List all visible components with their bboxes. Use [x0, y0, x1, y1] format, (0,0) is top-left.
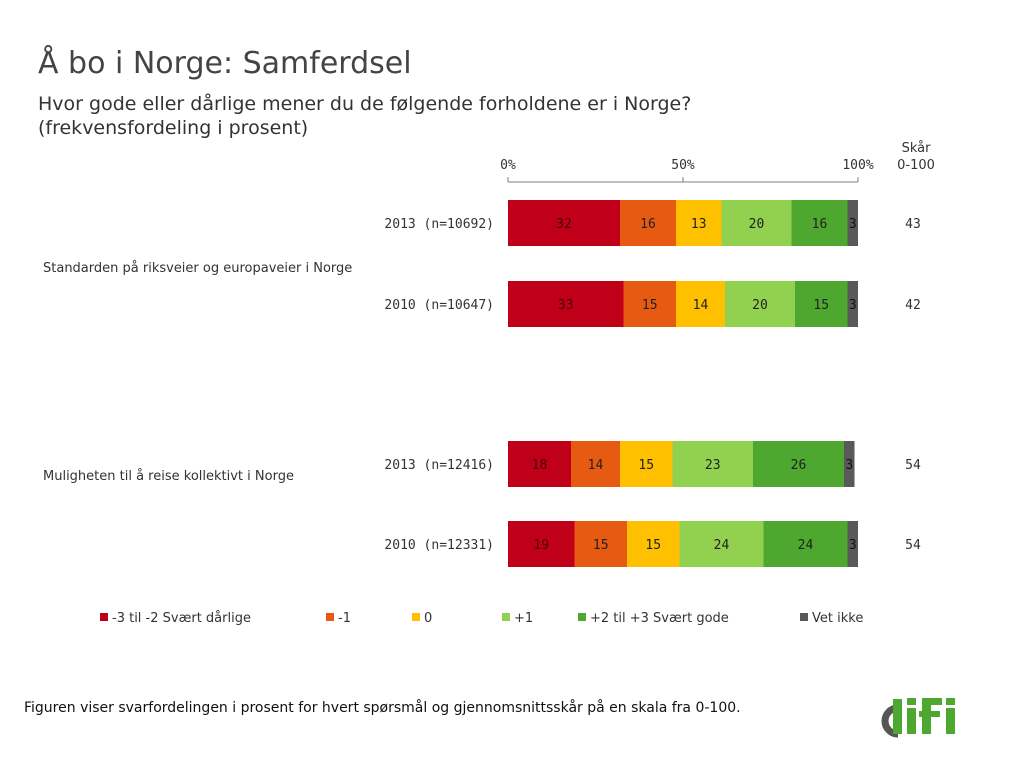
bar-value-label: 32 — [556, 217, 572, 232]
logo-f-top — [922, 698, 942, 705]
bar-value-label: 15 — [645, 538, 661, 553]
bar-value-label: 15 — [813, 298, 829, 313]
stacked-bar-chart: 0% 50% 100% 2013 (n=10692) 32 16 13 20 16 3 43 2010… — [384, 158, 921, 567]
bar-value-label: 26 — [791, 458, 807, 473]
legend-item: +1 — [502, 611, 533, 626]
bar-segment — [508, 281, 624, 327]
row-label: 2013 (n=12416) — [384, 458, 494, 473]
logo-i2-dot — [946, 698, 955, 705]
subtitle-line-1: Hvor gode eller dårlige mener du de følg… — [38, 93, 692, 115]
bar-segment — [571, 441, 620, 487]
score-value: 43 — [905, 217, 921, 232]
legend-label: +1 — [514, 611, 534, 626]
bar-segment — [620, 200, 676, 246]
legend-swatch — [326, 613, 334, 621]
bar-value-label: 23 — [705, 458, 721, 473]
legend-label: -1 — [338, 611, 351, 626]
bar-value-label: 20 — [752, 298, 768, 313]
bar-segment — [508, 200, 620, 246]
bar-value-label: 14 — [693, 298, 709, 313]
bar-segment — [672, 441, 753, 487]
bar-value-label: 3 — [849, 538, 857, 553]
bar-value-label: 13 — [691, 217, 707, 232]
score-value: 54 — [905, 538, 921, 553]
logo-i1-dot — [907, 698, 916, 705]
legend-label: -3 til -2 Svært dårlige — [112, 611, 251, 626]
logo-f-stem — [922, 704, 931, 734]
x-tick-label: 0% — [500, 158, 516, 173]
bar-segment — [847, 521, 858, 567]
legend-label: +2 til +3 Svært gode — [590, 611, 729, 626]
legend-swatch — [800, 613, 808, 621]
bar-value-label: 3 — [845, 458, 853, 473]
bar-segment — [791, 200, 848, 246]
bar-segment — [627, 521, 680, 567]
row-label: 2013 (n=10692) — [384, 217, 494, 232]
bar-value-label: 3 — [849, 217, 857, 232]
bar-segment — [847, 281, 858, 327]
legend-item: +2 til +3 Svært gode — [578, 611, 729, 626]
legend-label: Vet ikke — [812, 611, 864, 626]
row-label: 2010 (n=12331) — [384, 538, 494, 553]
chart-subtitle: Hvor gode eller dårlige mener du de følg… — [38, 92, 691, 140]
bar-value-label: 14 — [588, 458, 604, 473]
bar-value-label: 16 — [640, 217, 656, 232]
bar-segment — [620, 441, 673, 487]
score-value: 42 — [905, 298, 921, 313]
bar-segment — [725, 281, 795, 327]
bar-segment — [763, 521, 848, 567]
bar-value-label: 24 — [798, 538, 814, 553]
row-label: 2010 (n=10647) — [384, 298, 494, 313]
score-column-header: Skår 0-100 — [888, 140, 944, 174]
x-tick-label: 50% — [671, 158, 695, 173]
difi-logo — [881, 698, 955, 738]
legend-swatch — [502, 613, 510, 621]
legend-item: -1 — [326, 611, 351, 626]
bar-segment — [795, 281, 848, 327]
bar-value-label: 24 — [714, 538, 730, 553]
bar-value-label: 33 — [558, 298, 574, 313]
bar-value-label: 15 — [593, 538, 609, 553]
legend-item: Vet ikke — [800, 611, 863, 626]
score-value: 54 — [905, 458, 921, 473]
score-header-range: 0-100 — [897, 158, 935, 173]
bar-segment — [623, 281, 676, 327]
bar-segment — [721, 200, 792, 246]
bar-segment — [844, 441, 855, 487]
score-header-label: Skår — [901, 141, 931, 156]
bar-segment — [676, 200, 722, 246]
legend-item: 0 — [412, 611, 432, 626]
legend-swatch — [578, 613, 586, 621]
bar-value-label: 15 — [638, 458, 654, 473]
legend-item: -3 til -2 Svært dårlige — [100, 611, 251, 626]
bar-segment — [508, 441, 571, 487]
bar-segment — [753, 441, 844, 487]
bar-segment — [676, 281, 725, 327]
page-title: Å bo i Norge: Samferdsel — [38, 46, 412, 81]
chart-legend: -3 til -2 Svært dårlige -1 0 +1 +2 til +3 Sv… — [100, 611, 900, 629]
bar-value-label: 20 — [749, 217, 765, 232]
bar-segment — [574, 521, 627, 567]
question-label-public-transport: Muligheten til å reise kollektivt i Norg… — [43, 469, 294, 484]
bar-value-label: 15 — [642, 298, 658, 313]
legend-swatch — [412, 613, 420, 621]
logo-d-stem — [893, 699, 902, 734]
subtitle-line-2: (frekvensfordeling i prosent) — [38, 117, 309, 139]
footnote: Figuren viser svarfordelingen i prosent … — [24, 700, 741, 716]
bar-value-label: 16 — [812, 217, 828, 232]
bar-value-label: 19 — [533, 538, 549, 553]
x-tick-label: 100% — [842, 158, 873, 173]
logo-i1-stem — [907, 708, 916, 734]
legend-label: 0 — [424, 611, 433, 626]
bar-segment — [847, 200, 858, 246]
bar-value-label: 18 — [532, 458, 548, 473]
question-label-roads: Standarden på riksveier og europaveier i… — [43, 261, 353, 276]
logo-i2-stem — [946, 708, 955, 734]
bar-segment — [508, 521, 575, 567]
bar-value-label: 3 — [849, 298, 857, 313]
bar-segment — [679, 521, 764, 567]
logo-f-bar — [919, 711, 940, 717]
legend-swatch — [100, 613, 108, 621]
